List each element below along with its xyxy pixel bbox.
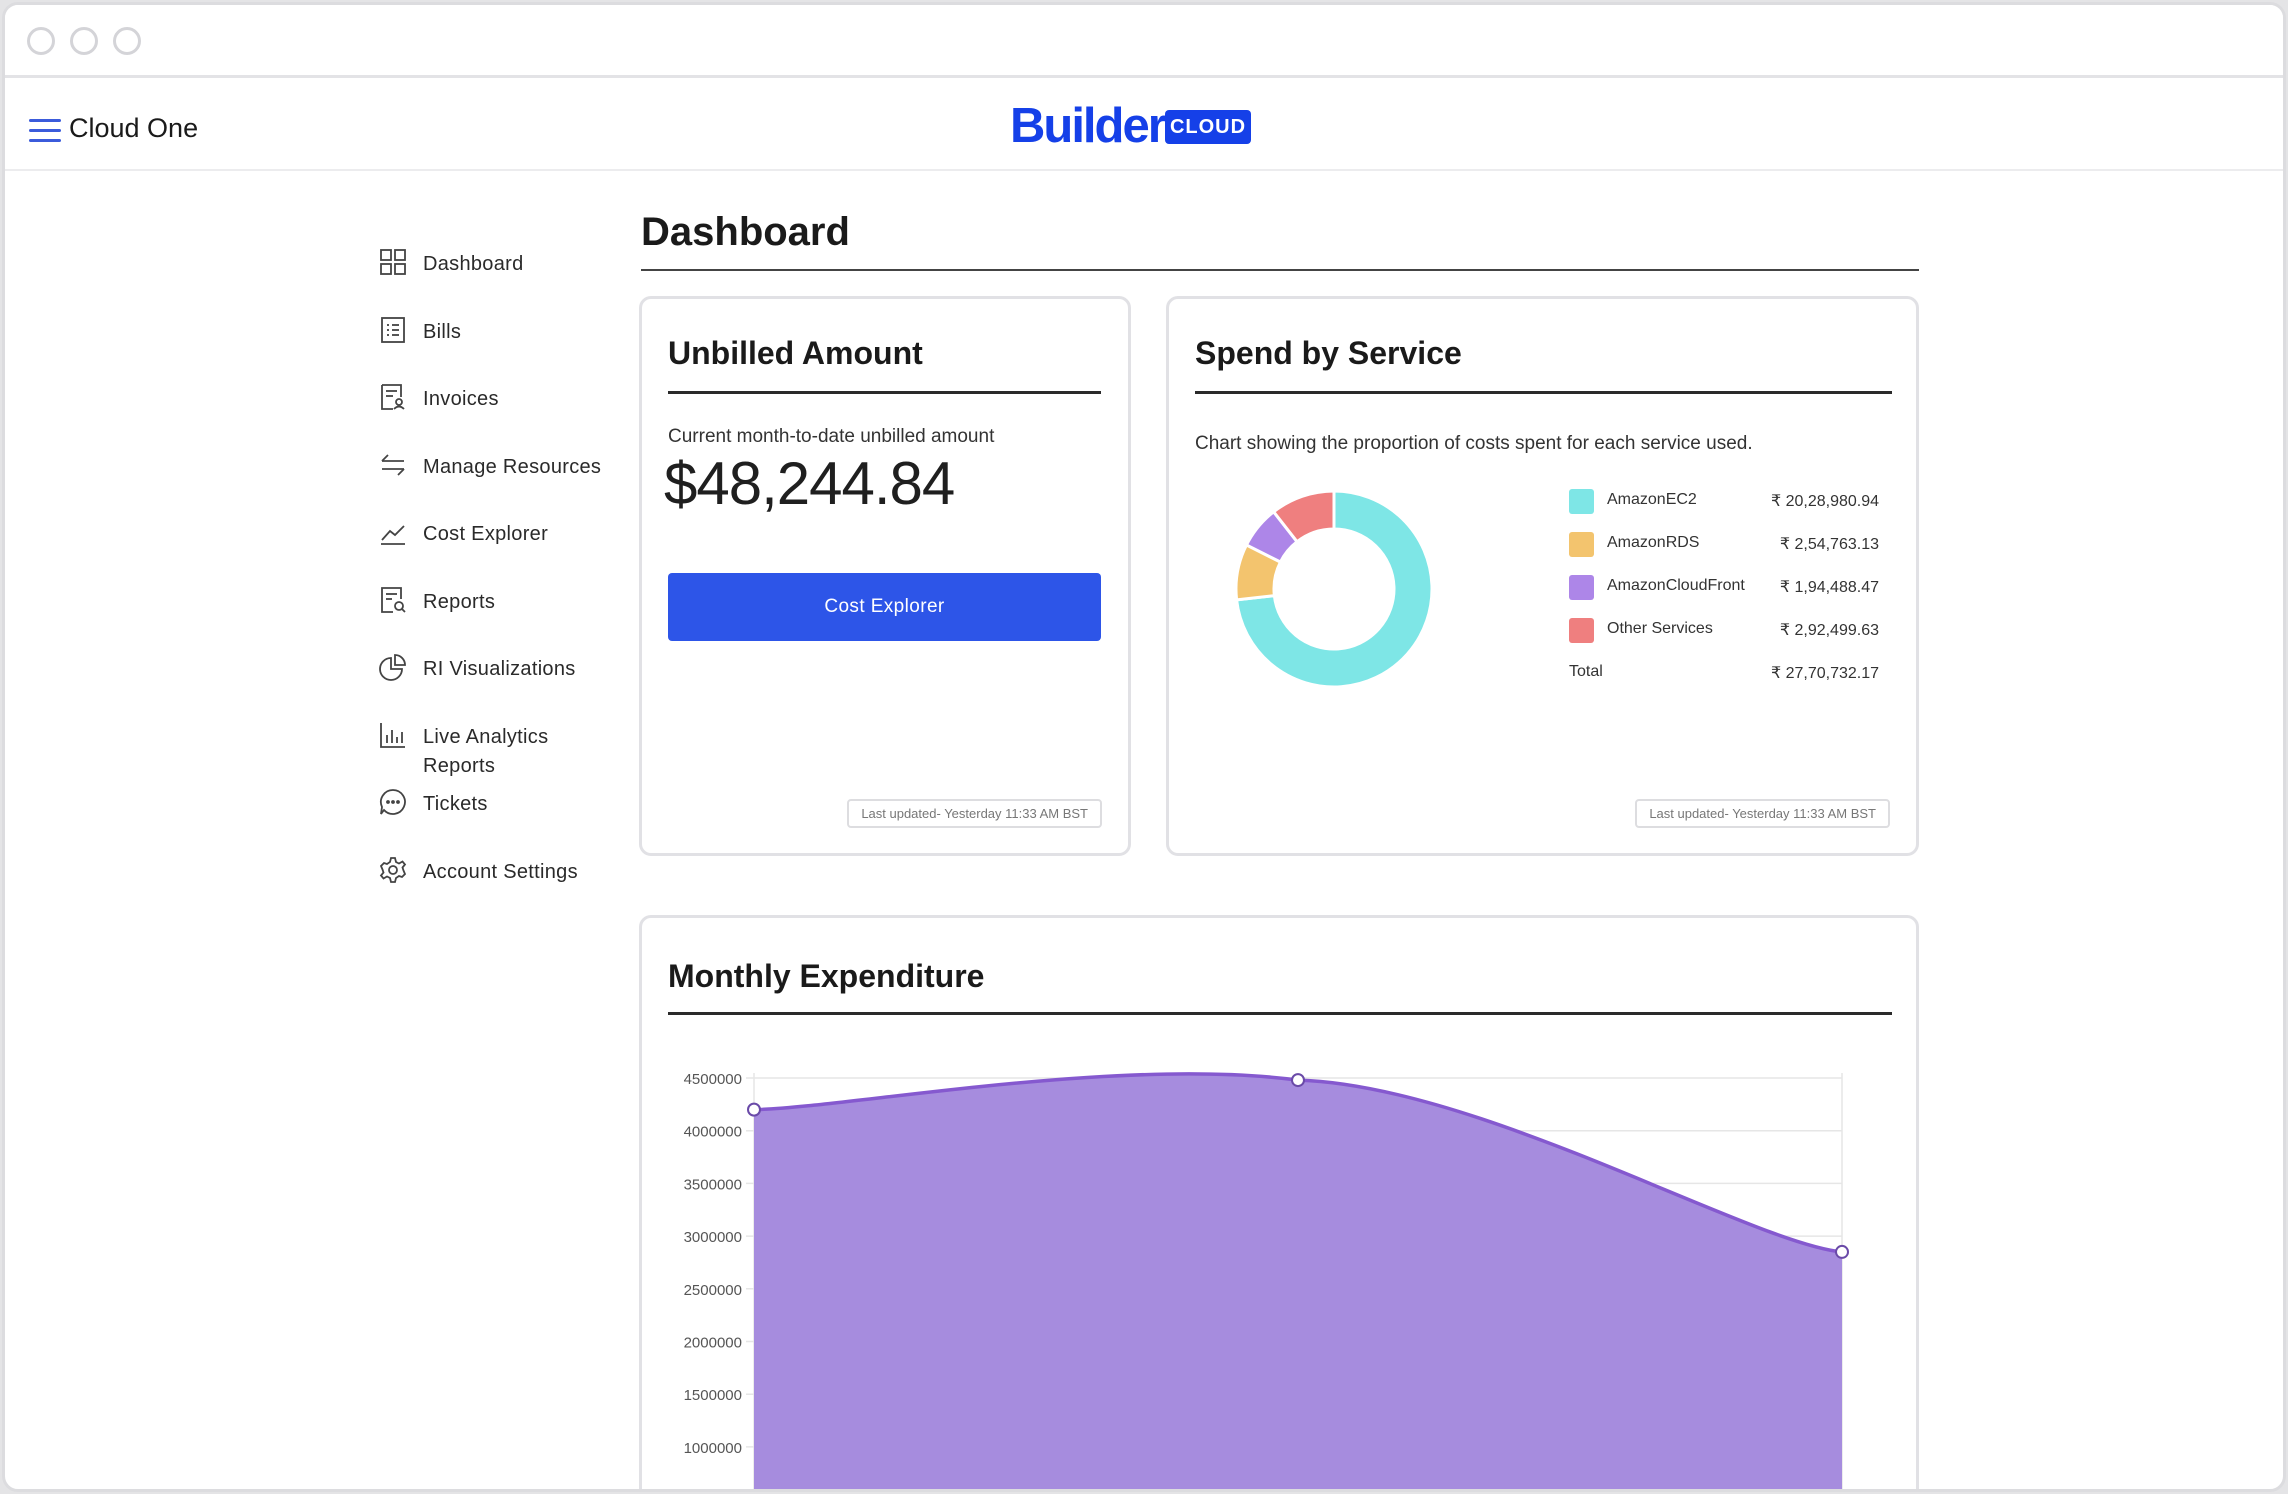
cost-explorer-button[interactable]: Cost Explorer — [668, 573, 1101, 641]
sidebar-item-dashboard[interactable]: Dashboard — [379, 249, 524, 279]
data-point — [747, 1102, 761, 1117]
spend-by-service-card: Spend by Service Chart showing the propo… — [1166, 296, 1919, 856]
y-tick-label: 3000000 — [684, 1229, 742, 1246]
sidebar-item-label: Bills — [423, 321, 462, 343]
card-title: Unbilled Amount — [668, 335, 923, 371]
legend-row-total: Total ₹ 27,70,732.17 — [1569, 661, 1879, 687]
sidebar-item-invoices[interactable]: Invoices — [379, 384, 499, 414]
y-tick-label: 3500000 — [684, 1176, 742, 1193]
sidebar-item-label: RI Visualizations — [423, 658, 576, 680]
window-maximize-button[interactable] — [113, 27, 141, 55]
legend-total-label: Total — [1569, 663, 1603, 680]
card-divider — [668, 391, 1101, 394]
window-close-button[interactable] — [27, 27, 55, 55]
legend-swatch — [1569, 489, 1594, 514]
list-document-icon — [381, 317, 405, 343]
legend-row-amazonrds[interactable]: AmazonRDS ₹ 2,54,763.13 — [1569, 532, 1879, 558]
last-updated-badge: Last updated- Yesterday 11:33 AM BST — [1635, 799, 1890, 828]
bar-chart-icon — [380, 723, 405, 748]
title-divider — [641, 269, 1919, 271]
y-tick-label: 2000000 — [684, 1335, 742, 1352]
sidebar-item-label: Invoices — [423, 388, 499, 410]
sidebar-item-label: Dashboard — [423, 253, 524, 275]
donut-slice-amazonec2 — [1234, 489, 1434, 689]
sidebar-item-label: Cost Explorer — [423, 523, 549, 545]
last-updated-badge: Last updated- Yesterday 11:33 AM BST — [847, 799, 1102, 828]
legend-value: ₹ 2,54,763.13 — [1779, 536, 1879, 553]
monthly-expenditure-chart: 4500000 4000000 3500000 3000000 2500000 20000… — [684, 1071, 1849, 1489]
y-tick-label: 1500000 — [684, 1387, 742, 1404]
y-tick-label: 2500000 — [684, 1282, 742, 1299]
legend-label: Other Services — [1607, 620, 1713, 637]
gear-icon — [379, 857, 407, 883]
sidebar-item-bills[interactable]: Bills — [379, 317, 462, 347]
app-header: Cloud One Builder CLOUD — [5, 81, 2283, 171]
card-title: Monthly Expenditure — [668, 958, 985, 994]
legend-value: ₹ 2,92,499.63 — [1779, 622, 1879, 639]
area-fill — [754, 1073, 1842, 1489]
app-name: Cloud One — [69, 113, 199, 143]
report-search-icon — [381, 587, 406, 613]
legend-row-amazonec2[interactable]: AmazonEC2 ₹ 20,28,980.94 — [1569, 489, 1879, 515]
grid-icon — [380, 249, 406, 275]
sidebar-item-reports[interactable]: Reports — [379, 587, 496, 617]
legend-row-amazoncloudfront[interactable]: AmazonCloudFront ₹ 1,94,488.47 — [1569, 575, 1879, 601]
unbilled-amount-value: $48,244.84 — [664, 450, 955, 517]
invoice-icon — [381, 384, 405, 410]
y-tick-label: 4500000 — [684, 1071, 742, 1088]
sidebar-item-ri-visualizations[interactable]: RI Visualizations — [379, 654, 576, 684]
spend-description: Chart showing the proportion of costs sp… — [1195, 433, 1753, 454]
hamburger-menu-icon[interactable] — [29, 119, 61, 143]
card-divider — [1195, 391, 1892, 394]
sidebar-item-label: Reports — [423, 591, 496, 613]
sidebar-item-label: Live Analytics Reports — [423, 726, 549, 777]
legend-label: AmazonEC2 — [1607, 491, 1697, 508]
sidebar-item-cost-explorer[interactable]: Cost Explorer — [379, 520, 548, 549]
spend-donut-chart — [1234, 489, 1434, 689]
sidebar-item-manage-resources[interactable]: Manage Resources — [379, 453, 601, 482]
donut-slice-other-services — [1271, 489, 1336, 544]
page-title: Dashboard — [641, 210, 850, 254]
data-point — [1835, 1244, 1849, 1259]
legend-total-value: ₹ 27,70,732.17 — [1770, 665, 1879, 682]
window-titlebar — [5, 5, 2283, 78]
sidebar-item-live-analytics-reports[interactable]: Live Analytics Reports — [379, 723, 548, 781]
sidebar-item-label: Account Settings — [423, 861, 578, 883]
legend-swatch — [1569, 575, 1594, 600]
legend-value: ₹ 1,94,488.47 — [1779, 579, 1879, 596]
unbilled-amount-card: Unbilled Amount Current month-to-date un… — [639, 296, 1131, 856]
legend-swatch — [1569, 618, 1594, 643]
logo-badge: CLOUD — [1165, 110, 1251, 144]
legend-value: ₹ 20,28,980.94 — [1770, 493, 1879, 510]
y-tick-label: 1000000 — [684, 1440, 742, 1457]
sidebar-item-tickets[interactable]: Tickets — [379, 789, 488, 819]
unbilled-caption: Current month-to-date unbilled amount — [668, 426, 995, 447]
monthly-expenditure-card: Monthly Expenditure 4500000 4000000 350000… — [639, 915, 1919, 1489]
logo-word: Builder — [1010, 99, 1167, 153]
pie-chart-icon — [379, 654, 406, 681]
window-minimize-button[interactable] — [70, 27, 98, 55]
sidebar-item-account-settings[interactable]: Account Settings — [379, 857, 578, 887]
legend-label: AmazonCloudFront — [1607, 577, 1745, 594]
data-point — [1291, 1073, 1305, 1088]
line-chart-icon — [381, 525, 405, 545]
sidebar-item-label: Manage Resources — [423, 456, 602, 478]
legend-row-other-services[interactable]: Other Services ₹ 2,92,499.63 — [1569, 618, 1879, 644]
arrows-exchange-icon — [381, 454, 405, 476]
legend-swatch — [1569, 532, 1594, 557]
sidebar-item-label: Tickets — [423, 793, 488, 815]
chat-bubble-icon — [380, 789, 406, 815]
card-title: Spend by Service — [1195, 335, 1462, 371]
legend-label: AmazonRDS — [1607, 534, 1700, 551]
card-divider — [668, 1012, 1892, 1015]
y-tick-label: 4000000 — [684, 1124, 742, 1141]
